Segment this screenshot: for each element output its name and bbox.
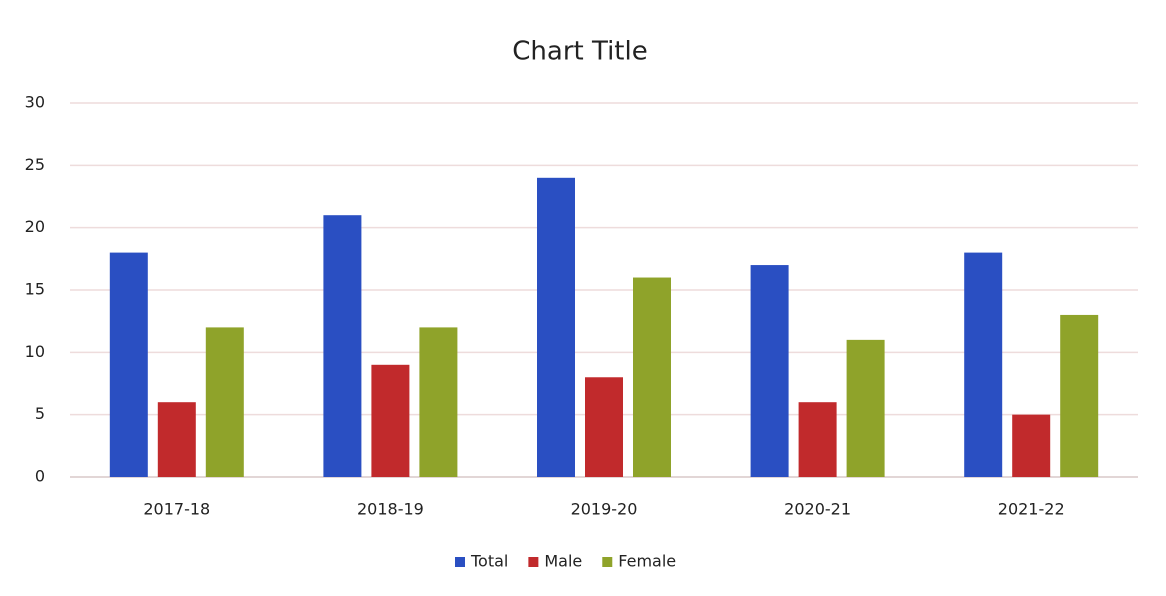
bar [1012, 414, 1051, 477]
bar [585, 377, 623, 477]
bar [109, 252, 148, 477]
y-tick-label: 30 [25, 93, 45, 112]
x-tick-label: 2018-19 [357, 500, 424, 519]
bar [323, 215, 362, 477]
bar [371, 364, 410, 477]
y-tick-label: 15 [25, 280, 45, 299]
y-tick-label: 20 [25, 217, 45, 236]
bar [798, 402, 837, 477]
bar [633, 277, 671, 477]
y-tick-label: 10 [25, 342, 45, 361]
legend-label: Female [618, 552, 676, 571]
x-tick-label: 2019-20 [571, 500, 638, 519]
x-tick-label: 2021-22 [998, 500, 1065, 519]
x-tick-label: 2017-18 [143, 500, 210, 519]
legend-swatch [602, 557, 613, 567]
legend-label: Total [470, 552, 508, 571]
y-tick-label: 0 [35, 467, 45, 486]
bar [964, 252, 1003, 477]
bar [205, 327, 244, 477]
chart-title: Chart Title [512, 37, 647, 67]
y-tick-label: 5 [35, 404, 45, 423]
y-tick-label: 25 [25, 155, 45, 174]
bar [1060, 314, 1099, 477]
legend-swatch [455, 557, 465, 567]
bar [537, 177, 575, 478]
x-tick-label: 2020-21 [784, 500, 851, 519]
legend-label: Male [544, 552, 582, 571]
bar [750, 265, 789, 477]
bar [419, 327, 458, 477]
bar [846, 339, 885, 477]
legend-swatch [528, 557, 539, 567]
bar [157, 402, 196, 477]
